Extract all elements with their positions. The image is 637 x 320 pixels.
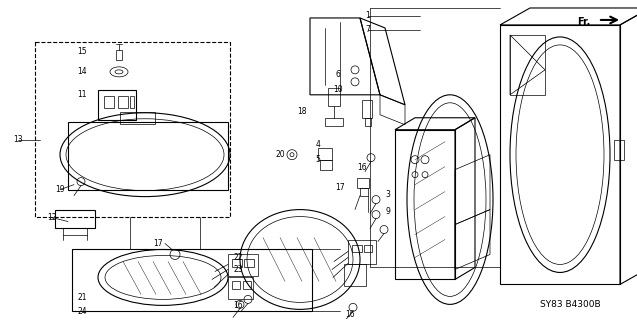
Bar bbox=[35, 42, 230, 217]
Bar bbox=[243, 281, 251, 289]
Text: 9: 9 bbox=[385, 207, 390, 216]
Bar bbox=[130, 96, 134, 108]
Bar bbox=[104, 96, 114, 108]
Bar bbox=[244, 260, 254, 268]
Bar bbox=[325, 118, 343, 126]
Text: 17: 17 bbox=[153, 239, 163, 248]
Text: 16: 16 bbox=[345, 310, 355, 319]
Text: 14: 14 bbox=[77, 67, 87, 76]
Text: 16: 16 bbox=[233, 301, 243, 310]
Bar bbox=[120, 112, 155, 124]
Text: 22: 22 bbox=[233, 253, 243, 262]
Text: 24: 24 bbox=[77, 307, 87, 316]
Text: 3: 3 bbox=[385, 190, 390, 199]
Text: 10: 10 bbox=[333, 85, 343, 94]
Text: 12: 12 bbox=[47, 213, 57, 222]
Bar bbox=[118, 96, 128, 108]
Text: 7: 7 bbox=[366, 25, 371, 35]
Bar bbox=[365, 118, 371, 126]
Bar bbox=[232, 260, 242, 268]
Text: 21: 21 bbox=[77, 293, 87, 302]
Bar bbox=[348, 239, 376, 264]
Text: 19: 19 bbox=[55, 185, 65, 194]
Text: 4: 4 bbox=[315, 140, 320, 149]
Bar bbox=[68, 122, 228, 190]
Text: 6: 6 bbox=[336, 70, 340, 79]
Text: 18: 18 bbox=[297, 107, 307, 116]
Bar bbox=[344, 264, 366, 286]
Bar bbox=[362, 100, 372, 118]
Bar bbox=[72, 250, 312, 311]
Bar bbox=[360, 188, 368, 196]
Text: 17: 17 bbox=[335, 183, 345, 192]
Text: 16: 16 bbox=[357, 163, 367, 172]
Text: 5: 5 bbox=[315, 155, 320, 164]
Bar bbox=[328, 88, 340, 106]
Text: 13: 13 bbox=[13, 135, 23, 144]
Text: 1: 1 bbox=[366, 12, 370, 20]
Text: Fr.: Fr. bbox=[576, 17, 590, 27]
Bar bbox=[318, 148, 332, 160]
Bar bbox=[364, 244, 372, 252]
Text: 11: 11 bbox=[77, 90, 87, 99]
Bar bbox=[228, 254, 258, 276]
Text: 15: 15 bbox=[77, 47, 87, 56]
Text: 23: 23 bbox=[233, 265, 243, 274]
Bar bbox=[228, 277, 253, 300]
Bar bbox=[320, 160, 332, 170]
Bar bbox=[614, 140, 624, 160]
Bar bbox=[352, 244, 362, 252]
Text: SY83 B4300B: SY83 B4300B bbox=[540, 300, 600, 309]
Text: 20: 20 bbox=[275, 150, 285, 159]
Bar bbox=[98, 90, 136, 120]
Bar bbox=[116, 50, 122, 60]
Bar bbox=[357, 178, 369, 188]
Bar bbox=[232, 281, 240, 289]
